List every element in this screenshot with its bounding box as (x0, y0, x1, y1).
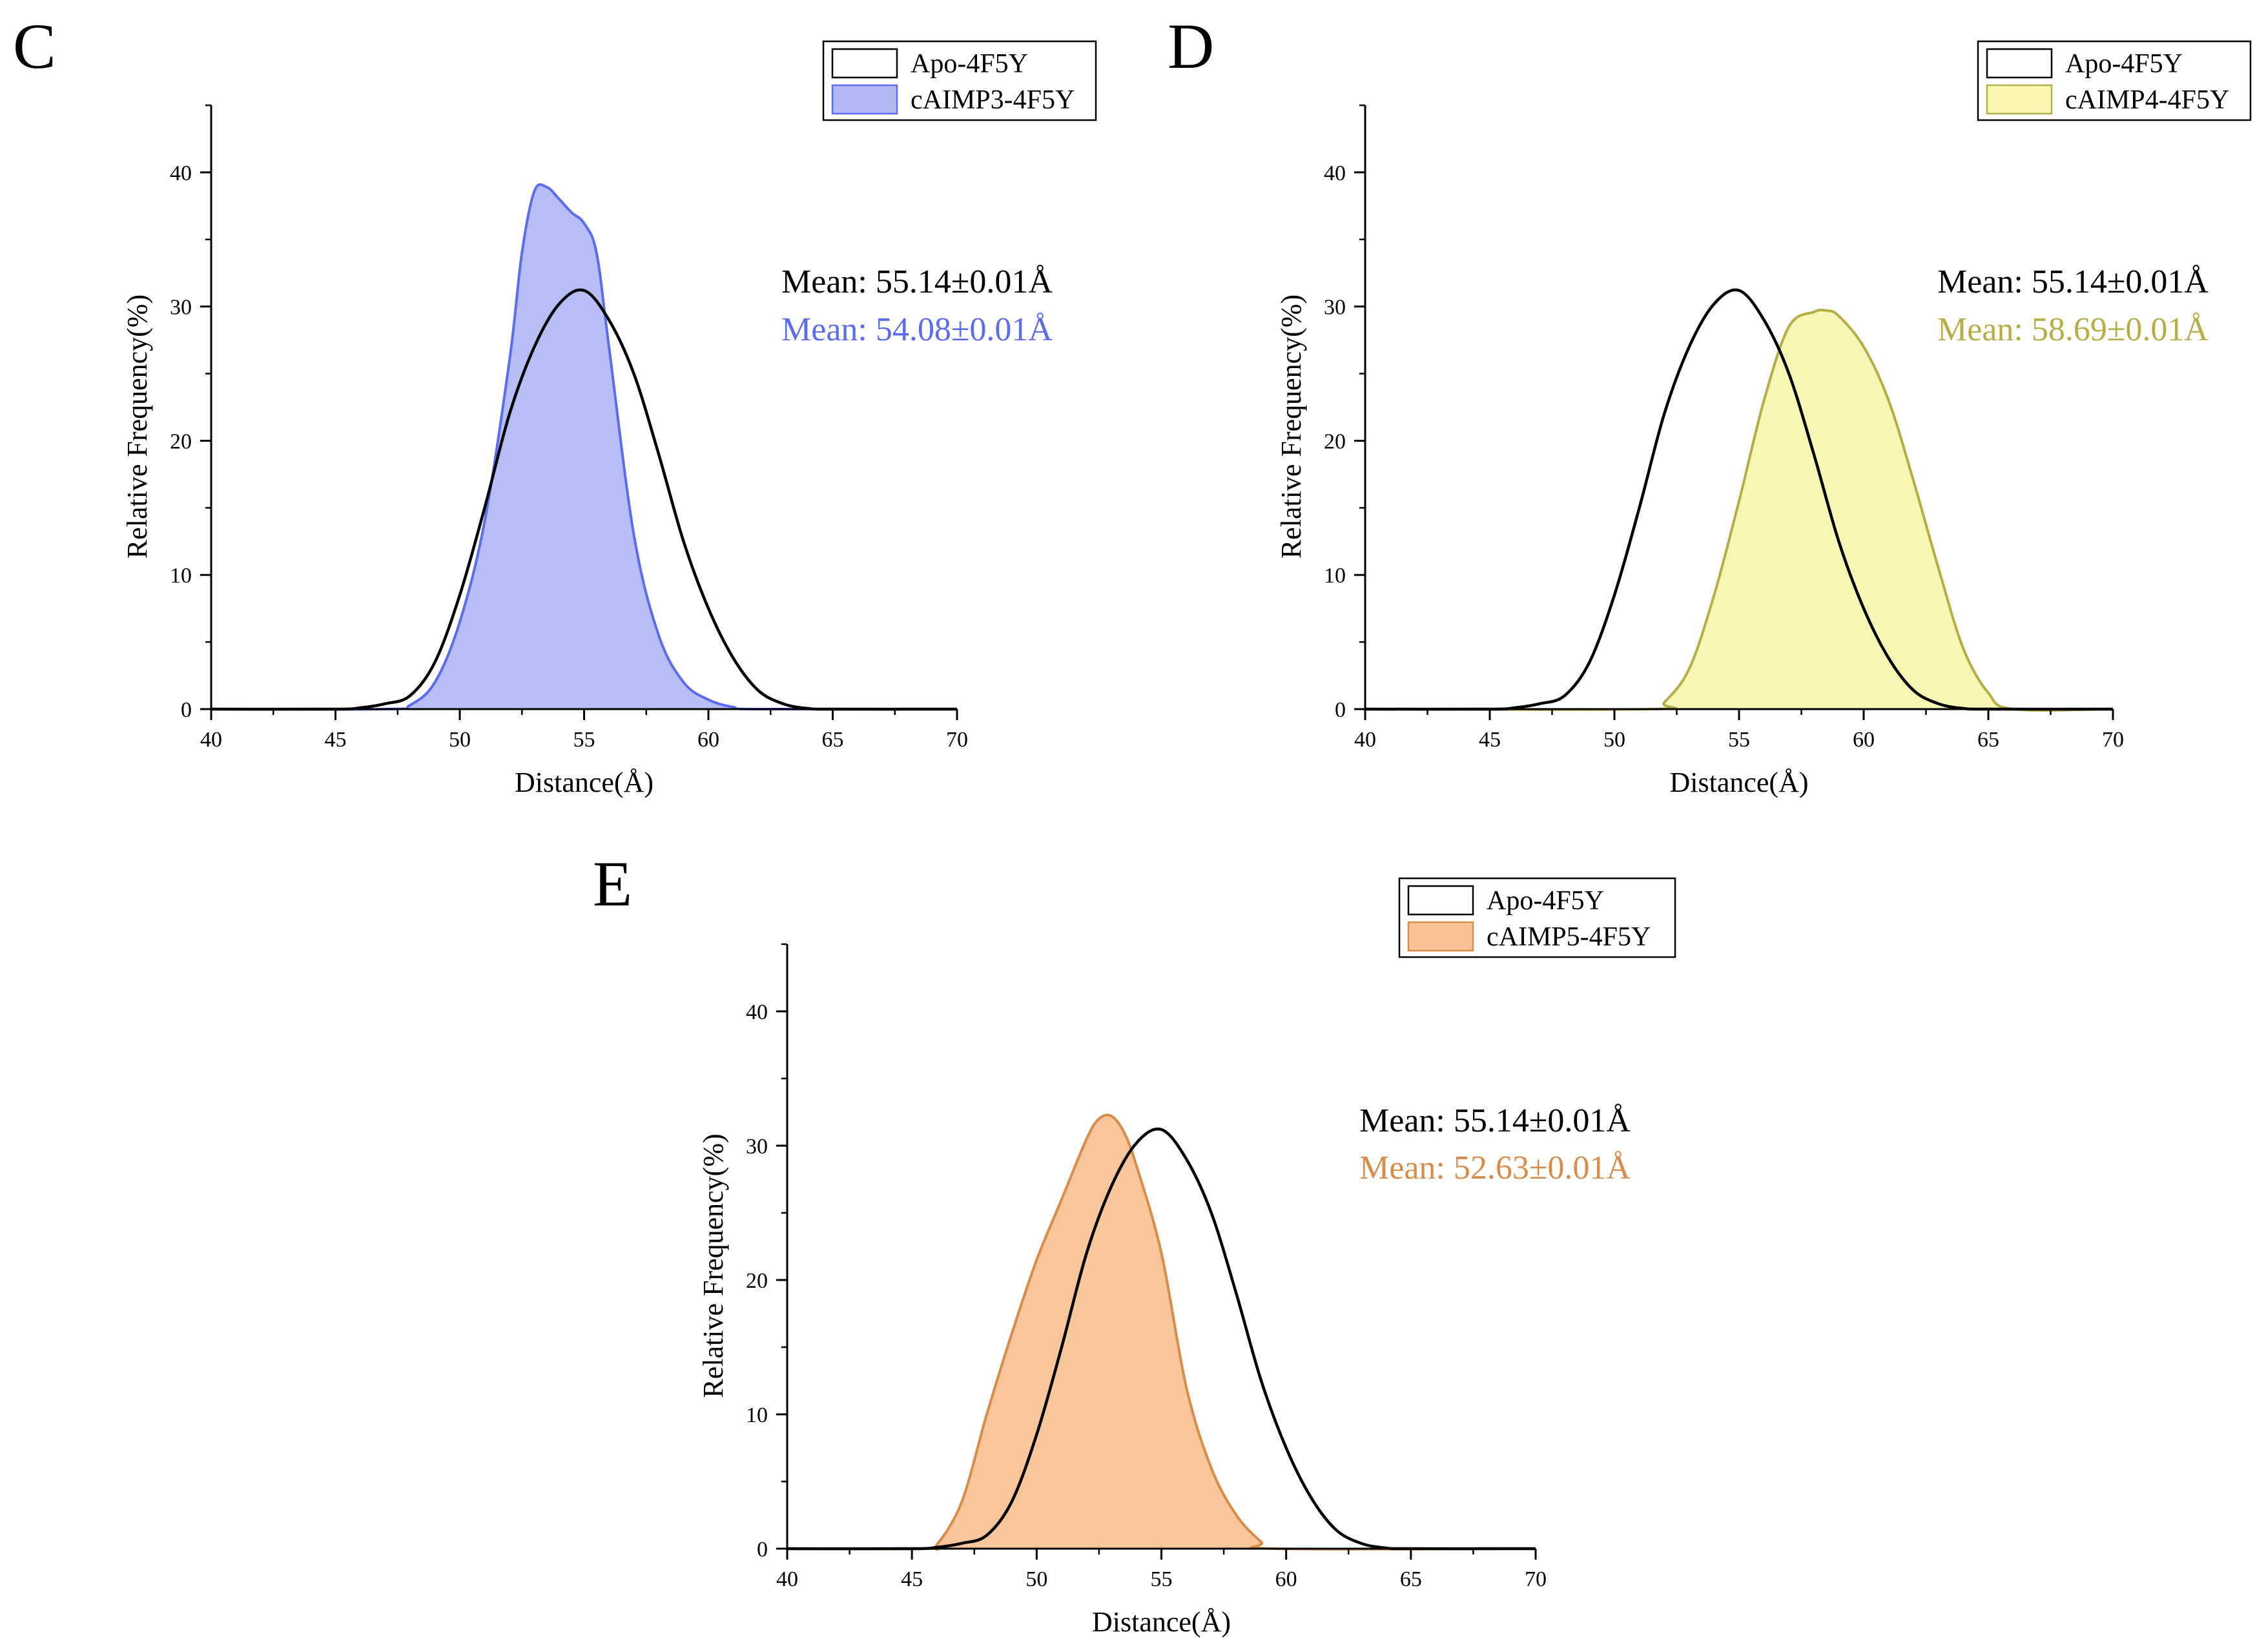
mean-annotation: Mean: 54.08±0.01Å (781, 311, 1053, 348)
panel-letter: C (13, 10, 56, 82)
x-tick-label: 50 (1603, 728, 1625, 752)
y-axis-title: Relative Frequency(%) (1275, 294, 1307, 559)
y-tick-label: 10 (1324, 564, 1346, 588)
x-tick-label: 45 (325, 728, 347, 752)
y-tick-label: 20 (1324, 429, 1346, 453)
legend-swatch-apo-4f5y (1407, 885, 1474, 916)
x-tick-label: 60 (697, 728, 719, 752)
legend-swatch-caimp3-4f5y (831, 84, 898, 115)
y-tick-label: 0 (757, 1538, 768, 1562)
legend-label: cAIMP4-4F5Y (2065, 85, 2229, 115)
legend-swatch-caimp4-4f5y (1986, 84, 2053, 115)
x-tick-label: 65 (1977, 728, 1999, 752)
y-tick-label: 40 (746, 1000, 768, 1024)
y-tick-label: 10 (746, 1403, 768, 1427)
y-axis-title: Relative Frequency(%) (121, 294, 153, 559)
chart-panel-c: C 40 45 50 55 60 65 70 0 10 20 30 40 Distance(Å) Relat… (13, 10, 1097, 798)
y-tick-label: 20 (170, 429, 192, 453)
x-tick-label: 55 (1728, 728, 1750, 752)
x-tick-label: 60 (1275, 1567, 1297, 1591)
legend-label: Apo-4F5Y (911, 49, 1028, 79)
panel-letter: D (1168, 10, 1214, 82)
legend-swatch-caimp5-4f5y (1407, 921, 1474, 952)
legend-label: cAIMP5-4F5Y (1487, 922, 1651, 952)
x-tick-label: 70 (1525, 1567, 1547, 1591)
x-axis-title: Distance(Å) (515, 767, 654, 798)
y-tick-label: 30 (1324, 296, 1346, 320)
legend-label: Apo-4F5Y (1487, 886, 1604, 916)
x-tick-label: 55 (1151, 1567, 1173, 1591)
x-tick-label: 60 (1853, 728, 1875, 752)
x-tick-label: 40 (1354, 728, 1376, 752)
y-tick-label: 10 (170, 564, 192, 588)
chart-panel-d: D 40 45 50 55 60 65 70 0 10 20 30 40 Distance(Å) Relat… (1168, 10, 2252, 798)
panel-letter: E (593, 848, 632, 920)
series-outline-caimp4-4f5y (1365, 308, 2114, 712)
series-outline-caimp3-4f5y (211, 183, 958, 711)
x-tick-label: 45 (1479, 728, 1501, 752)
x-axis-title: Distance(Å) (1092, 1606, 1231, 1638)
x-tick-label: 50 (449, 728, 471, 752)
legend-swatch-apo-4f5y (1986, 48, 2053, 79)
series-area-caimp4-4f5y (1365, 309, 2113, 710)
y-axis-title: Relative Frequency(%) (697, 1133, 729, 1398)
series-outline-caimp5-4f5y (787, 1113, 1536, 1551)
x-tick-label: 65 (1400, 1567, 1422, 1591)
x-tick-label: 65 (822, 728, 844, 752)
y-tick-label: 20 (746, 1269, 768, 1293)
series-line-apo-4f5y (1365, 288, 2114, 711)
x-tick-label: 40 (776, 1567, 798, 1591)
chart-panel-e: E 40 45 50 55 60 65 70 0 10 20 30 40 Distance(Å) Relat… (593, 848, 1676, 1638)
series-area-caimp3-4f5y (211, 184, 957, 710)
y-tick-label: 0 (181, 698, 192, 722)
x-tick-label: 50 (1025, 1567, 1047, 1591)
series-line-apo-4f5y (211, 288, 958, 711)
x-tick-label: 70 (2102, 728, 2124, 752)
x-tick-label: 40 (200, 728, 222, 752)
mean-annotation: Mean: 52.63±0.01Å (1359, 1150, 1631, 1186)
mean-annotation: Mean: 55.14±0.01Å (781, 263, 1053, 300)
legend-label: Apo-4F5Y (2065, 49, 2183, 79)
x-tick-label: 70 (946, 728, 968, 752)
y-tick-label: 40 (1324, 161, 1346, 185)
series-line-apo-4f5y (787, 1127, 1536, 1551)
x-tick-label: 45 (901, 1567, 923, 1591)
y-tick-label: 30 (746, 1135, 768, 1159)
mean-annotation: Mean: 55.14±0.01Å (1937, 263, 2209, 300)
x-axis-title: Distance(Å) (1669, 767, 1808, 798)
mean-annotation: Mean: 55.14±0.01Å (1359, 1102, 1631, 1139)
y-tick-label: 30 (170, 296, 192, 320)
y-tick-label: 40 (170, 161, 192, 185)
legend-label: cAIMP3-4F5Y (911, 85, 1075, 115)
x-tick-label: 55 (573, 728, 595, 752)
legend-swatch-apo-4f5y (831, 48, 898, 79)
series-area-caimp5-4f5y (787, 1115, 1536, 1550)
mean-annotation: Mean: 58.69±0.01Å (1937, 311, 2209, 348)
y-tick-label: 0 (1335, 698, 1346, 722)
